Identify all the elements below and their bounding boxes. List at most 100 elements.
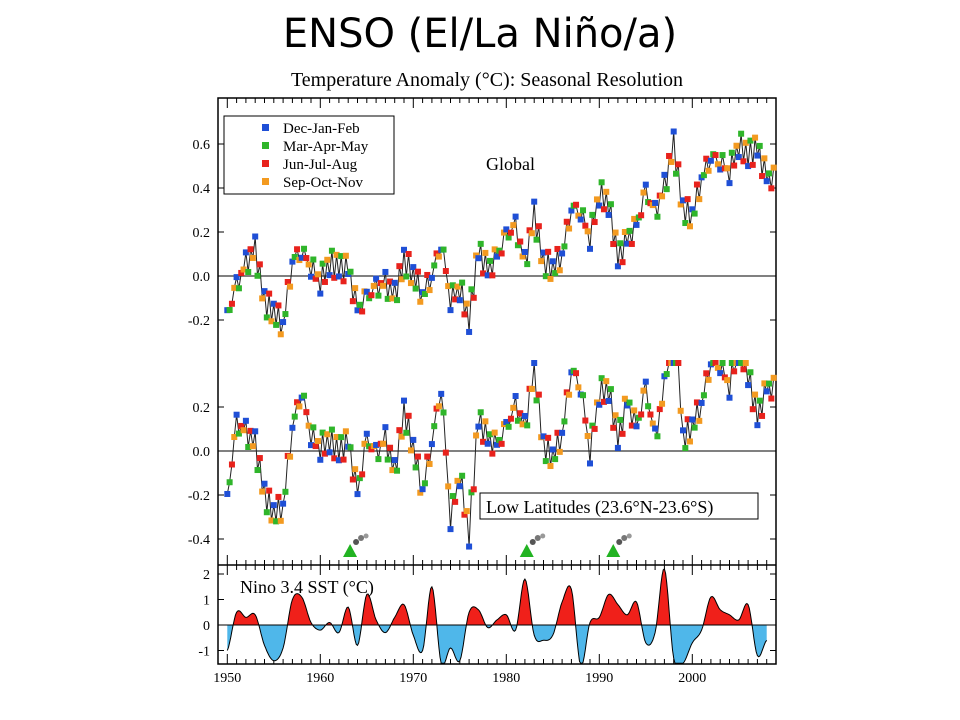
data-point (477, 409, 484, 416)
data-point (584, 228, 591, 235)
data-point (231, 434, 238, 441)
data-point (617, 416, 624, 423)
data-point (517, 238, 524, 245)
data-point (347, 268, 354, 275)
data-point (342, 252, 349, 259)
ash-puff (529, 539, 536, 545)
data-point (552, 270, 559, 277)
data-point (314, 271, 321, 278)
data-point (645, 403, 652, 410)
data-point (312, 275, 319, 282)
data-point (354, 491, 361, 498)
data-point (463, 508, 470, 515)
data-point (700, 172, 707, 179)
data-point (287, 283, 294, 290)
data-point (335, 273, 342, 280)
data-point (752, 134, 759, 141)
data-point (528, 385, 535, 392)
nino-line (226, 568, 768, 664)
data-point (482, 418, 489, 425)
data-point (414, 268, 421, 275)
data-point (461, 511, 468, 518)
data-point (468, 286, 475, 293)
data-point (587, 460, 593, 467)
data-point (540, 433, 547, 440)
data-point (621, 229, 628, 236)
y-tick-label: 0 (203, 619, 210, 634)
data-point (435, 253, 442, 260)
data-point (638, 212, 645, 219)
data-point (596, 202, 603, 209)
data-point (626, 399, 633, 406)
data-point (749, 161, 756, 168)
data-point (280, 319, 287, 326)
data-point (593, 196, 600, 203)
panel-label: Global (486, 154, 535, 174)
data-point (661, 171, 668, 178)
data-point (452, 498, 459, 505)
data-point (640, 387, 647, 394)
data-point (235, 285, 242, 292)
data-point (600, 206, 607, 213)
data-point (347, 444, 354, 451)
legend-label: Mar-Apr-May (283, 139, 369, 155)
data-point (431, 423, 438, 430)
data-point (700, 392, 707, 399)
data-point (670, 128, 677, 135)
data-point (238, 269, 245, 276)
data-point (412, 285, 419, 292)
data-point (484, 440, 491, 447)
data-point (719, 360, 726, 366)
data-point (398, 276, 405, 283)
data-point (473, 432, 480, 439)
data-point (531, 198, 538, 205)
data-point (591, 425, 598, 432)
y-tick-label: -0.2 (188, 314, 210, 329)
legend: Dec-Jan-Feb Mar-Apr-May Jun-Jul-Aug Sep-Oct… (223, 115, 395, 195)
data-point (668, 158, 675, 165)
data-point (512, 213, 519, 220)
data-point (349, 476, 356, 483)
volcano-triangle (343, 544, 358, 557)
data-point (573, 201, 580, 208)
data-point (405, 251, 412, 257)
data-point (466, 328, 473, 335)
data-point (475, 255, 482, 262)
data-point (733, 142, 740, 149)
data-point (507, 415, 514, 422)
data-point (405, 412, 412, 419)
data-point (738, 130, 745, 137)
data-point (338, 253, 345, 260)
data-point (412, 464, 419, 471)
data-point (605, 397, 612, 404)
data-point (619, 259, 626, 266)
data-point (380, 440, 387, 447)
data-point (759, 173, 766, 180)
data-point (433, 250, 440, 257)
data-point (266, 487, 273, 494)
data-point (624, 240, 631, 247)
data-point (456, 483, 463, 490)
data-point (498, 440, 505, 447)
data-point (366, 295, 373, 302)
data-point (621, 395, 628, 402)
data-point (517, 410, 524, 417)
data-point (242, 249, 249, 256)
data-point (556, 267, 563, 274)
data-point (559, 429, 566, 436)
data-point (273, 321, 280, 328)
data-point (428, 441, 435, 448)
x-tick-label: 1970 (399, 671, 427, 686)
data-point (614, 444, 621, 451)
data-point (226, 479, 233, 486)
data-point (326, 272, 333, 279)
data-point (407, 447, 414, 454)
plot-frame (217, 97, 777, 665)
data-point (447, 526, 454, 533)
data-point (245, 443, 252, 450)
data-point (561, 418, 568, 425)
data-point (556, 448, 563, 455)
data-point (614, 263, 621, 270)
data-point (324, 431, 331, 438)
data-point (540, 249, 547, 256)
